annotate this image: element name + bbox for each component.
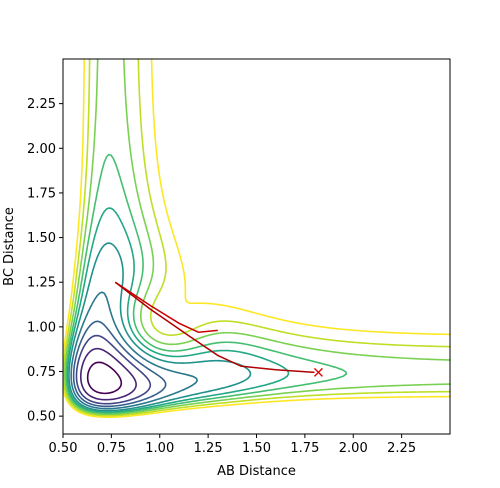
x-tick-label: 2.25 — [387, 441, 416, 456]
end-marker-group — [313, 367, 323, 377]
x-tick-label: 1.25 — [194, 441, 223, 456]
contour-level-7 — [66, 207, 290, 413]
trajectory-group — [114, 281, 315, 374]
y-tick-label: 1.25 — [27, 276, 56, 291]
y-tick-label: 1.00 — [27, 320, 56, 335]
contour-level-10 — [62, 58, 451, 417]
contour-lines — [62, 58, 451, 419]
trajectory-path-2 — [114, 281, 315, 374]
y-axis-title: BC Distance — [2, 207, 17, 286]
x-tick-label: 2.00 — [339, 441, 368, 456]
y-tick-label: 0.50 — [27, 410, 56, 425]
plot-background — [63, 59, 450, 434]
y-tick-label: 2.25 — [27, 97, 56, 112]
y-tick-label: 1.50 — [27, 231, 56, 246]
x-tick-label: 1.00 — [145, 441, 174, 456]
end-marker — [313, 367, 323, 377]
y-axis-ticks: 0.50 0.75 1.00 1.25 1.50 1.75 2.00 2.25 — [27, 97, 63, 425]
x-axis-title: AB Distance — [217, 464, 296, 479]
x-tick-label: 1.75 — [290, 441, 319, 456]
contour-level-2 — [79, 347, 137, 401]
trajectory-path — [114, 281, 218, 333]
x-tick-label: 0.50 — [49, 441, 78, 456]
contour-level-3 — [75, 334, 152, 405]
contour-level-8 — [65, 153, 348, 415]
y-tick-label: 1.75 — [27, 186, 56, 201]
contour-level-5 — [70, 291, 198, 410]
x-tick-label: 1.50 — [242, 441, 271, 456]
contour-level-9 — [63, 58, 451, 416]
contour-level-11 — [62, 58, 451, 419]
contour-level-1 — [86, 361, 123, 395]
x-axis-ticks: 0.50 0.75 1.00 1.25 1.50 1.75 2.00 2.25 — [49, 434, 416, 456]
contour-level-4 — [72, 320, 167, 408]
y-tick-label: 2.00 — [27, 142, 56, 157]
contour-level-6 — [68, 242, 252, 412]
y-tick-label: 0.75 — [27, 365, 56, 380]
x-tick-label: 0.75 — [97, 441, 126, 456]
